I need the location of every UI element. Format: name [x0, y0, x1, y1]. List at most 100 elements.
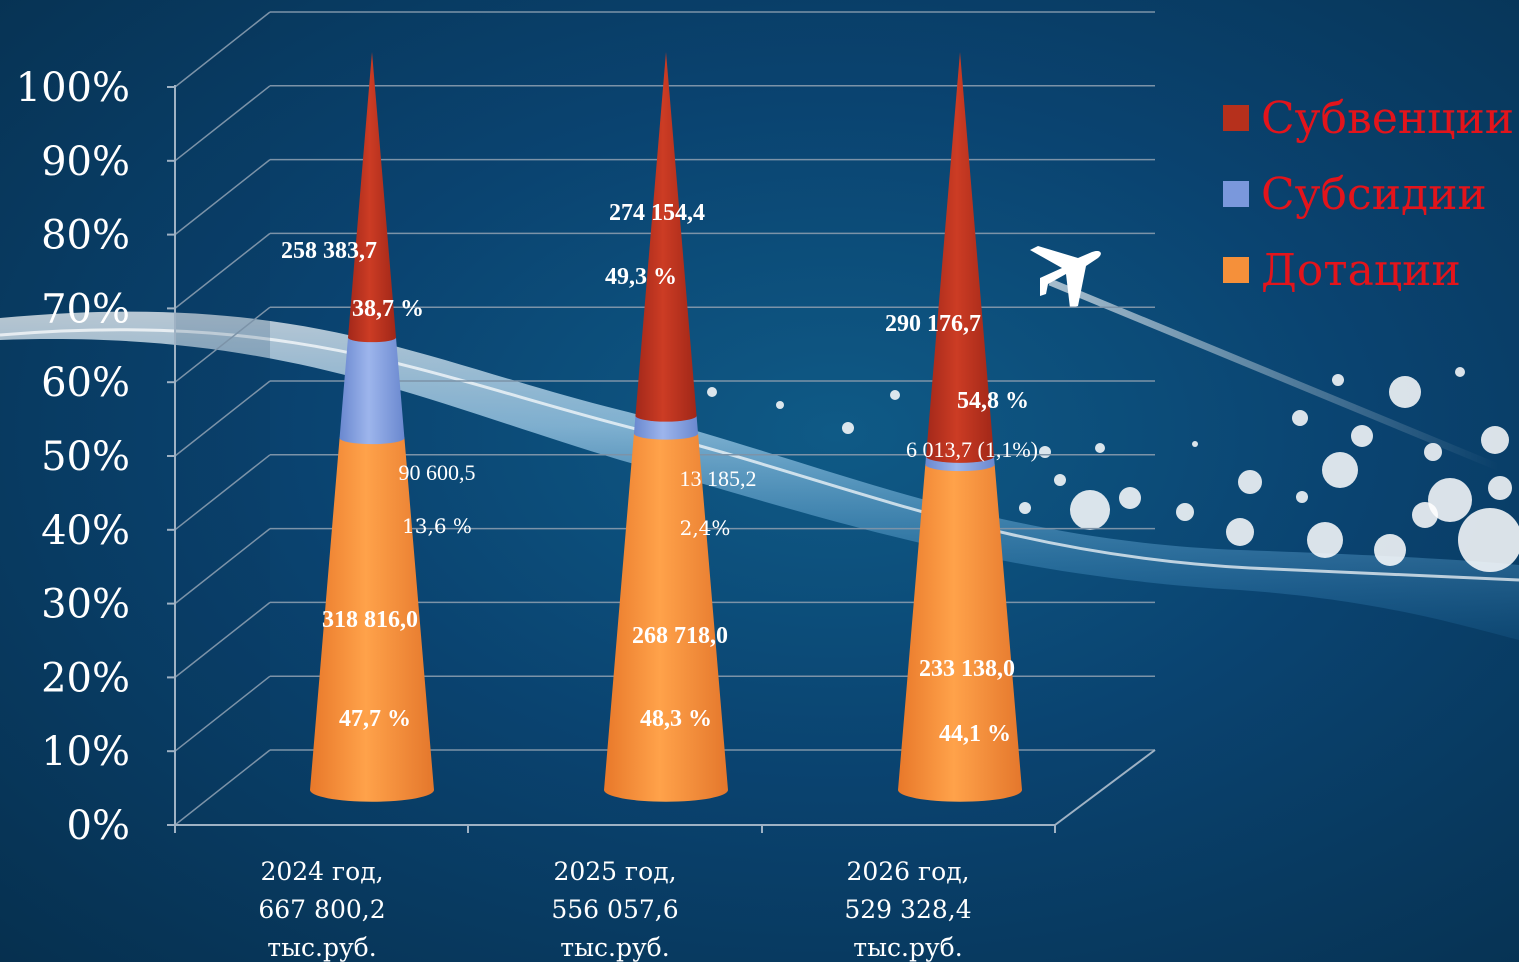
- bubble-5: [1458, 508, 1519, 572]
- bubble-11: [1176, 503, 1194, 521]
- x-axis-categories: 2024 год, 667 800,2 тыс.руб. 2025 год, 556 0…: [258, 857, 971, 962]
- x-category-label: тыс.руб.: [560, 933, 669, 962]
- data-label: 49,3 %: [605, 264, 677, 290]
- bubble-24: [842, 422, 854, 434]
- bubble-21: [890, 390, 900, 400]
- y-axis-ticks: 0% 10% 20% 30% 40% 50% 60% 70% 80% 90% 100%: [16, 65, 130, 849]
- grid-slant-9: [174, 85, 271, 162]
- grid-slant-3: [174, 528, 271, 605]
- bubble-28: [1481, 426, 1509, 454]
- data-label: 268 718,0: [632, 623, 728, 649]
- y-tick-label: 20%: [41, 655, 130, 701]
- floor-edge: [1054, 749, 1156, 826]
- bubble-26: [776, 401, 784, 409]
- bubble-27: [1192, 441, 1198, 447]
- bubble-3: [1351, 425, 1373, 447]
- grid-slant-8: [174, 159, 271, 236]
- cones: [310, 52, 1022, 802]
- x-category-label: 2026 год,: [846, 857, 969, 886]
- legend-label-subsidies: Субсидии: [1261, 168, 1487, 220]
- airplane-icon: [1030, 246, 1502, 472]
- x-category-label: тыс.руб.: [267, 933, 376, 962]
- data-label: 233 138,0: [919, 656, 1015, 682]
- x-category-label: 2025 год,: [553, 857, 676, 886]
- bubble-2: [1292, 410, 1308, 426]
- data-label: 290 176,7: [885, 311, 981, 337]
- cone-segment-0-2: [898, 457, 1022, 802]
- cone-segment-0-0: [310, 431, 434, 802]
- data-label: 6 013,7 (1,1%): [906, 437, 1038, 462]
- data-label: 2,4%: [680, 516, 731, 540]
- data-label: 90 600,5: [399, 460, 476, 485]
- data-label: 258 383,7: [281, 238, 377, 264]
- y-tick-label: 0%: [67, 803, 130, 849]
- y-tick-label: 80%: [41, 213, 130, 259]
- y-tick-label: 100%: [16, 65, 130, 111]
- grid-slant-10: [174, 11, 271, 88]
- legend-label-subventions: Субвенции: [1261, 92, 1515, 144]
- data-label: 274 154,4: [609, 200, 705, 226]
- y-tick-label: 50%: [41, 434, 130, 480]
- legend-item-subventions: Субвенции: [1223, 80, 1514, 156]
- legend-label-grants: Дотации: [1261, 244, 1461, 296]
- bubble-4: [1428, 478, 1472, 522]
- grid-slant-4: [174, 454, 271, 531]
- y-tick-label: 90%: [41, 139, 130, 185]
- grid-slant-5: [174, 380, 271, 457]
- data-label: 44,1 %: [939, 721, 1011, 747]
- data-label: 47,7 %: [339, 706, 411, 732]
- data-label: 13 185,2: [680, 466, 757, 491]
- bubble-18: [1424, 443, 1442, 461]
- background-bubbles: [707, 367, 1519, 572]
- legend: Субвенции Субсидии Дотации: [1223, 80, 1514, 308]
- background-wave: [0, 311, 1519, 640]
- grid-slant-0: [174, 749, 271, 826]
- grid-slant-6: [174, 306, 271, 383]
- legend-swatch-grants: [1223, 257, 1249, 283]
- x-category-label: 556 057,6: [551, 895, 678, 924]
- x-category-label: тыс.руб.: [853, 933, 962, 962]
- legend-swatch-subsidies: [1223, 181, 1249, 207]
- data-label: 13,6 %: [402, 514, 472, 538]
- bubble-22: [1039, 446, 1051, 458]
- bubble-1: [1389, 376, 1421, 408]
- x-category-label: 2024 год,: [260, 857, 383, 886]
- y-tick-label: 70%: [41, 286, 130, 332]
- bubble-16: [1455, 367, 1465, 377]
- cone-segment-1-0: [339, 333, 405, 445]
- bubble-25: [707, 387, 717, 397]
- bubble-9: [1238, 470, 1262, 494]
- bubble-23: [1019, 502, 1031, 514]
- bubble-12: [1119, 487, 1141, 509]
- data-label: 48,3 %: [640, 706, 712, 732]
- bubble-19: [1296, 491, 1308, 503]
- data-label: 38,7 %: [352, 296, 424, 322]
- bubble-10: [1226, 518, 1254, 546]
- cone-segment-2-1: [635, 52, 697, 422]
- y-tick-label: 40%: [41, 508, 130, 554]
- legend-swatch-subventions: [1223, 105, 1249, 131]
- y-tick-label: 60%: [41, 360, 130, 406]
- bubble-0: [1322, 452, 1358, 488]
- bubble-15: [1095, 443, 1105, 453]
- legend-item-grants: Дотации: [1223, 232, 1514, 308]
- bubble-7: [1307, 522, 1343, 558]
- bubble-17: [1332, 374, 1344, 386]
- cone-segment-0-1: [604, 427, 728, 802]
- x-category-label: 529 328,4: [844, 895, 971, 924]
- y-tick-label: 10%: [41, 729, 130, 775]
- x-category-label: 667 800,2: [258, 895, 385, 924]
- bubble-14: [1054, 474, 1066, 486]
- data-label: 54,8 %: [957, 388, 1029, 414]
- grid-slant-2: [174, 601, 271, 678]
- legend-item-subsidies: Субсидии: [1223, 156, 1514, 232]
- cone-segment-2-2: [926, 52, 994, 463]
- grid-slant-1: [174, 675, 271, 752]
- data-label: 318 816,0: [322, 607, 418, 633]
- bubble-13: [1070, 490, 1110, 530]
- cone-segment-2-0: [348, 52, 396, 343]
- data-labels: 318 816,0 47,7 % 90 600,5 13,6 % 258 383,7 38…: [281, 200, 1038, 747]
- y-tick-label: 30%: [41, 582, 130, 628]
- grid-slant-7: [174, 232, 271, 309]
